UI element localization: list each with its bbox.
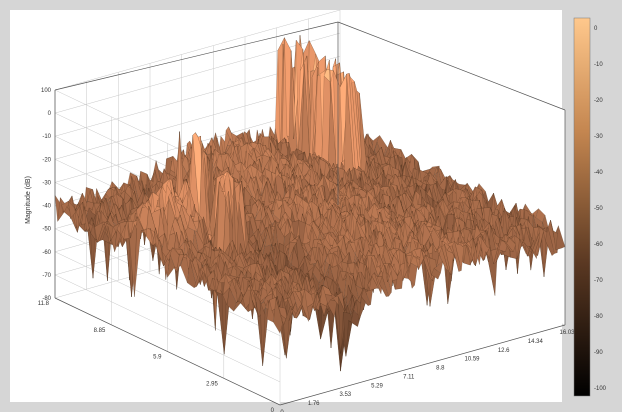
z-tick-label: -80 xyxy=(42,296,51,302)
grid-z-back-1 xyxy=(54,32,341,114)
surface-plot xyxy=(54,35,566,372)
z-axis-label: Magnitude (dB) xyxy=(25,176,32,224)
colorbar-tick-label: -40 xyxy=(594,170,603,176)
colorbar-tick-label: -80 xyxy=(594,314,603,320)
axis-box xyxy=(54,21,566,406)
z-tick-label: -30 xyxy=(42,180,51,186)
x-tick-label: 14.34 xyxy=(528,339,544,345)
x-tick-label: 0 xyxy=(280,410,284,412)
grid-z-back-0 xyxy=(54,9,341,91)
x-tick-label: 7.11 xyxy=(403,374,415,380)
x-tick-label: 10.59 xyxy=(464,357,480,363)
colorbar-tick-label: -50 xyxy=(594,206,603,212)
y-tick-label: 11.8 xyxy=(38,301,50,307)
y-tick-label: 8.85 xyxy=(94,328,106,334)
x-tick-label: 8.8 xyxy=(436,366,445,372)
z-tick-label: -70 xyxy=(42,273,51,279)
x-tick-label: 1.76 xyxy=(308,401,320,407)
y-tick-labels: 0 2.95 5.9 8.85 11.8 xyxy=(38,301,275,412)
colorbar-tick-label: -20 xyxy=(594,98,603,104)
y-tick-label: 2.95 xyxy=(206,381,218,387)
z-tick-label: -50 xyxy=(42,227,51,233)
colorbar xyxy=(573,17,591,397)
z-tick-label: 100 xyxy=(41,88,52,94)
y-tick-label: 5.9 xyxy=(153,355,162,361)
z-tick-label: -10 xyxy=(42,134,51,140)
z-tick-label: 0 xyxy=(48,111,52,117)
colorbar-tick-label: -30 xyxy=(594,134,603,140)
x-tick-label: 3.53 xyxy=(339,392,351,398)
z-tick-label: -20 xyxy=(42,157,51,163)
z-tick-labels: 100 0 -10 -20 -30 -40 -50 -60 -70 -80 xyxy=(41,88,52,302)
x-tick-labels: 0 1.76 3.53 5.29 7.11 8.8 10.59 12.6 14.34 16.03 xyxy=(280,330,575,412)
colorbar-tick-label: -70 xyxy=(594,278,603,284)
z-tick-label: -40 xyxy=(42,204,51,210)
z-tick-label: -60 xyxy=(42,250,51,256)
colorbar-tick-label: -90 xyxy=(594,350,603,356)
colorbar-tick-labels: 0 -10 -20 -30 -40 -50 -60 -70 -80 -90 -100 xyxy=(594,26,607,392)
colorbar-tick-label: -60 xyxy=(594,242,603,248)
colorbar-tick-label: -100 xyxy=(594,386,607,392)
x-tick-label: 16.03 xyxy=(559,330,575,336)
x-tick-label: 12.6 xyxy=(498,348,510,354)
colorbar-tick-label: 0 xyxy=(594,26,598,32)
colorbar-tick-label: -10 xyxy=(594,62,603,68)
x-tick-label: 5.29 xyxy=(371,383,383,389)
y-tick-label: 0 xyxy=(271,408,275,412)
